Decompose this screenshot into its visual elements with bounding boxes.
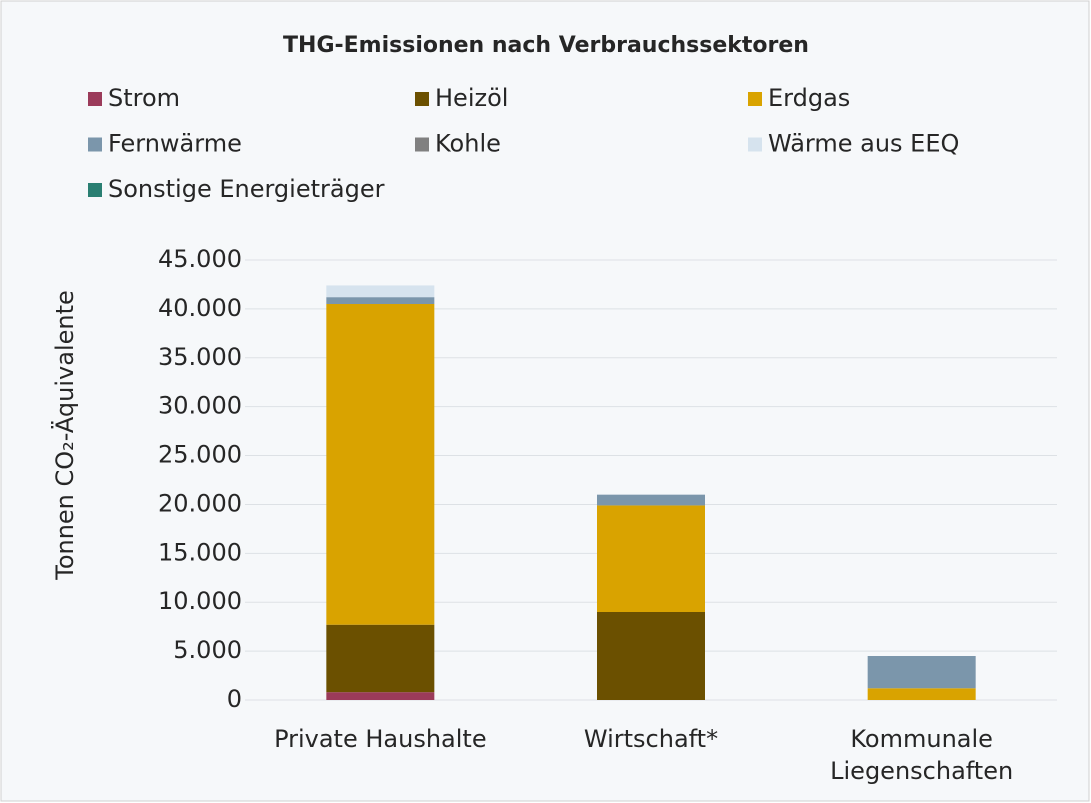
bar-segment — [326, 285, 435, 298]
x-tick-label: Kommunale Liegenschaften — [830, 725, 1013, 785]
legend-swatch — [88, 92, 102, 106]
bar-segment — [326, 692, 435, 700]
legend-label: Kohle — [435, 130, 501, 158]
bar-segment — [867, 656, 976, 689]
x-tick-label: Wirtschaft* — [584, 725, 718, 753]
y-tick-label: 35.000 — [158, 343, 242, 371]
legend-swatch — [748, 137, 762, 152]
y-tick-label: 45.000 — [158, 245, 242, 273]
bar-segment — [597, 505, 705, 612]
bar-segment — [326, 304, 435, 625]
legend-label: Heizöl — [435, 84, 508, 112]
legend-swatch — [88, 183, 102, 197]
legend-swatch — [415, 92, 429, 106]
y-tick-label: 25.000 — [158, 441, 242, 469]
legend-swatch — [88, 137, 102, 152]
y-axis-label: Tonnen CO₂-Äquivalente — [50, 290, 79, 581]
legend-label: Wärme aus EEQ — [768, 130, 959, 158]
legend-label: Strom — [108, 84, 180, 112]
bar-segment — [597, 494, 705, 506]
bar-segment — [326, 624, 435, 693]
y-tick-label: 20.000 — [158, 489, 242, 517]
legend-label: Fernwärme — [108, 130, 242, 158]
y-tick-label: 30.000 — [158, 392, 242, 420]
y-tick-label: 40.000 — [158, 294, 242, 322]
bar-segment — [867, 688, 976, 700]
legend-label: Sonstige Energieträger — [108, 175, 385, 203]
x-tick-label: Private Haushalte — [274, 725, 487, 753]
chart-title: THG-Emissionen nach Verbrauchssektoren — [283, 33, 809, 58]
y-tick-label: 5.000 — [173, 636, 242, 664]
y-tick-label: 0 — [227, 685, 242, 713]
y-tick-label: 15.000 — [158, 538, 242, 566]
bar-segment — [326, 297, 435, 304]
y-tick-label: 10.000 — [158, 587, 242, 615]
bar-segment — [597, 612, 705, 700]
legend-label: Erdgas — [768, 84, 850, 112]
legend-swatch — [748, 92, 762, 106]
legend-swatch — [415, 137, 429, 152]
